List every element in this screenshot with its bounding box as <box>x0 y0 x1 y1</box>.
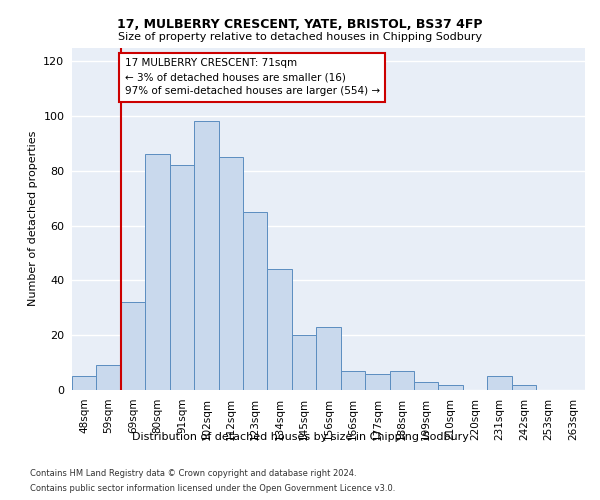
Text: Size of property relative to detached houses in Chipping Sodbury: Size of property relative to detached ho… <box>118 32 482 42</box>
Bar <box>145 154 170 390</box>
Bar <box>72 376 97 390</box>
Y-axis label: Number of detached properties: Number of detached properties <box>28 131 38 306</box>
Bar <box>292 335 316 390</box>
Bar <box>97 366 121 390</box>
Bar <box>170 166 194 390</box>
Text: 17 MULBERRY CRESCENT: 71sqm
← 3% of detached houses are smaller (16)
97% of semi: 17 MULBERRY CRESCENT: 71sqm ← 3% of deta… <box>125 58 380 96</box>
Bar <box>512 384 536 390</box>
Bar <box>365 374 389 390</box>
Bar <box>218 157 243 390</box>
Text: Contains HM Land Registry data © Crown copyright and database right 2024.: Contains HM Land Registry data © Crown c… <box>30 469 356 478</box>
Bar <box>414 382 439 390</box>
Bar <box>389 371 414 390</box>
Bar <box>268 270 292 390</box>
Bar <box>487 376 512 390</box>
Bar <box>243 212 268 390</box>
Bar <box>341 371 365 390</box>
Text: Distribution of detached houses by size in Chipping Sodbury: Distribution of detached houses by size … <box>131 432 469 442</box>
Bar <box>121 302 145 390</box>
Text: 17, MULBERRY CRESCENT, YATE, BRISTOL, BS37 4FP: 17, MULBERRY CRESCENT, YATE, BRISTOL, BS… <box>117 18 483 30</box>
Bar <box>316 327 341 390</box>
Bar <box>194 122 218 390</box>
Bar <box>439 384 463 390</box>
Text: Contains public sector information licensed under the Open Government Licence v3: Contains public sector information licen… <box>30 484 395 493</box>
